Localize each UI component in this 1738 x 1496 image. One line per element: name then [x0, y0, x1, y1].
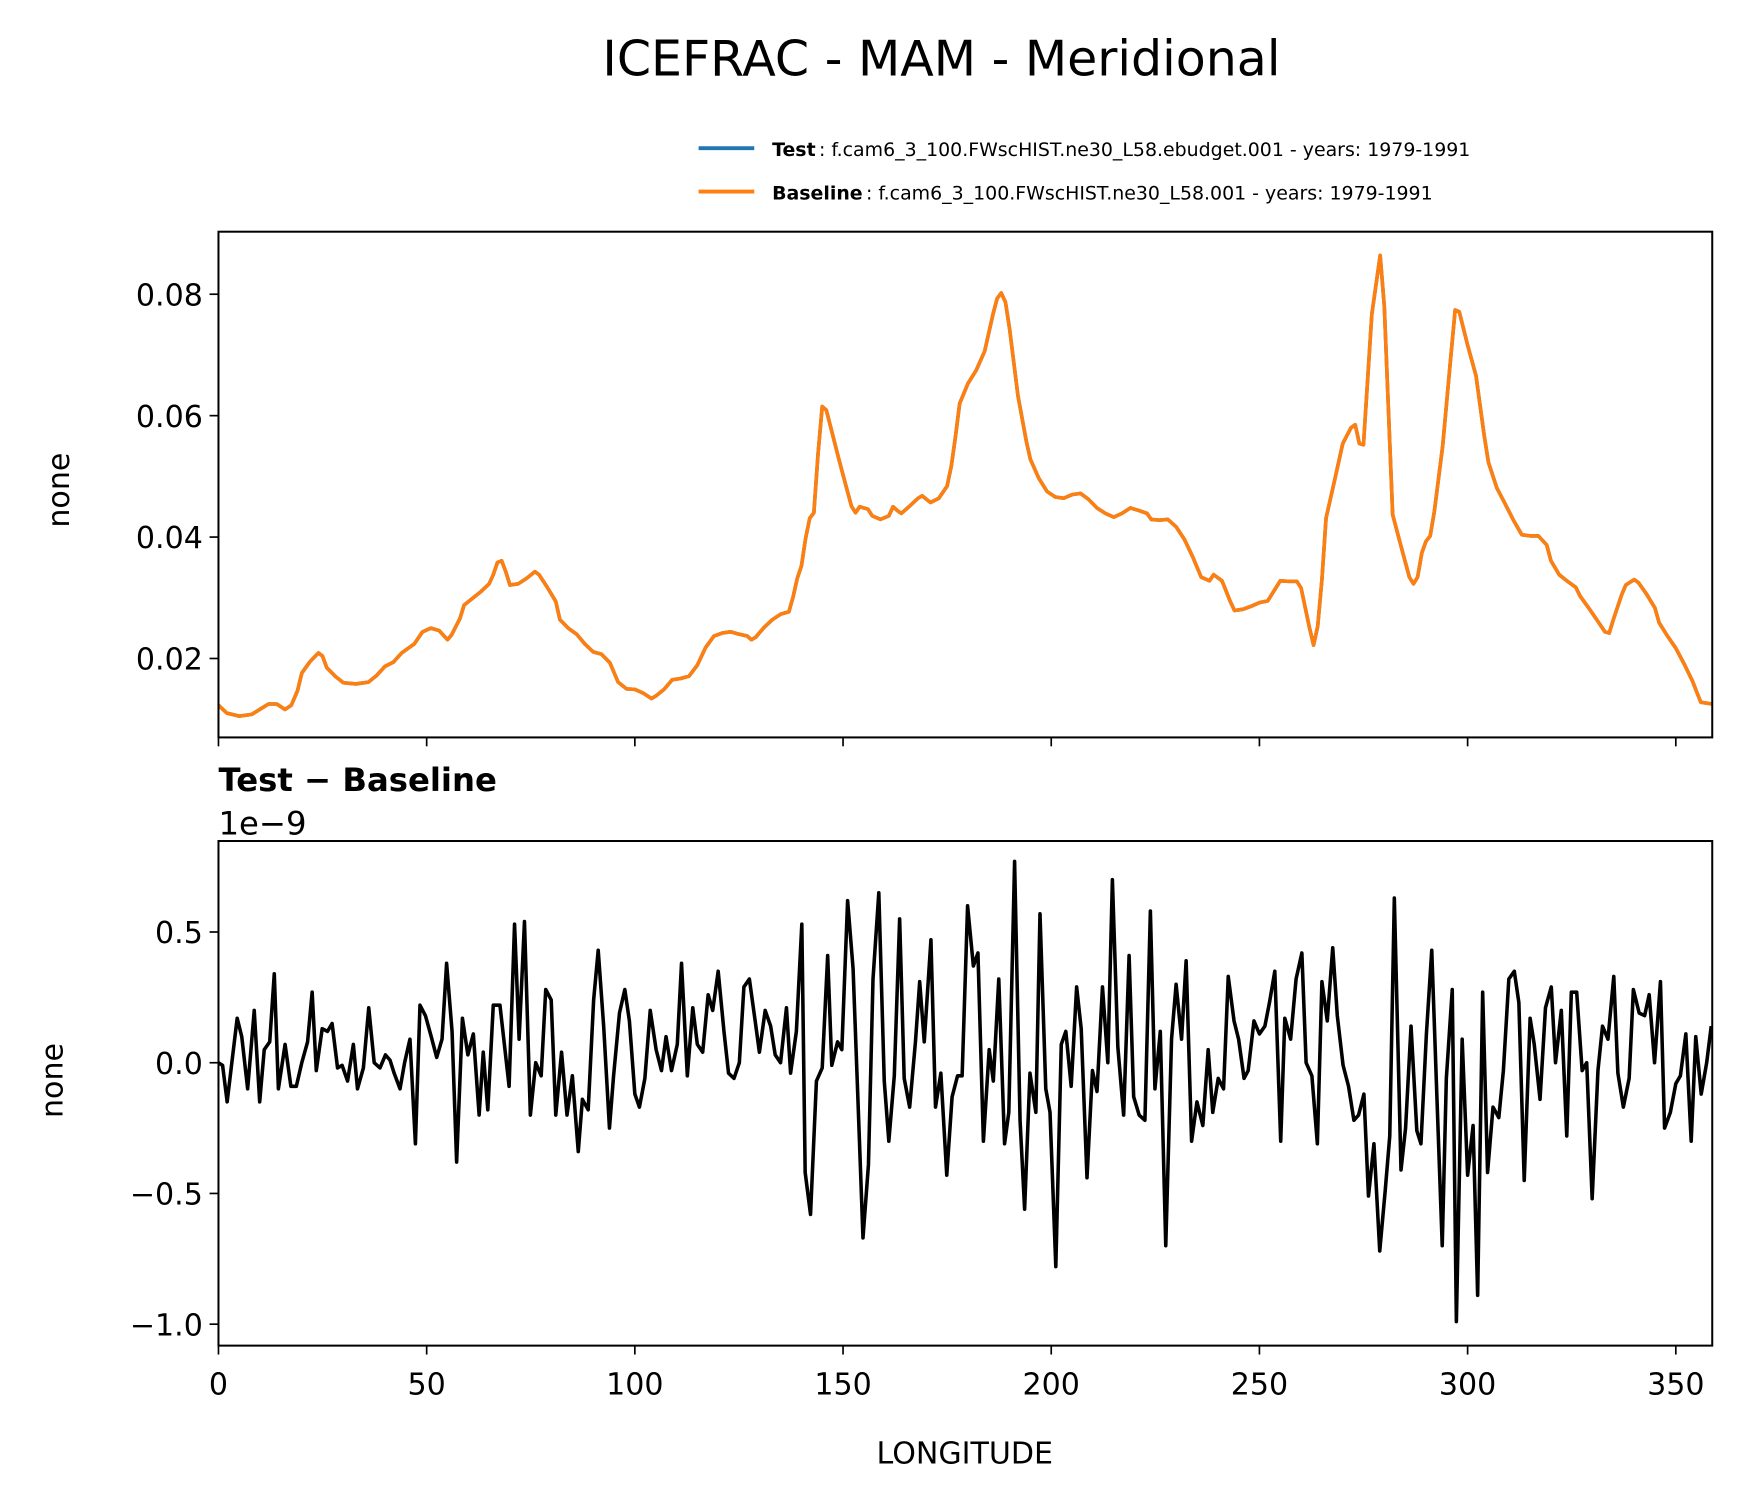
x-tick-label: 150	[814, 1368, 871, 1403]
legend-baseline-desc: : f.cam6_3_100.FWscHIST.ne30_L58.001 - y…	[866, 182, 1433, 204]
y-tick-label: −0.5	[130, 1178, 203, 1213]
xlabel: LONGITUDE	[877, 1437, 1054, 1472]
x-tick-label: 200	[1023, 1368, 1080, 1403]
x-tick-label: 350	[1647, 1368, 1704, 1403]
y-tick-label: 0.06	[136, 400, 203, 435]
x-tick-label: 100	[606, 1368, 663, 1403]
x-tick-label: 50	[408, 1368, 446, 1403]
legend-baseline-name: Baseline	[772, 182, 863, 204]
legend-test-label: Test: f.cam6_3_100.FWscHIST.ne30_L58.ebu…	[772, 139, 1470, 161]
top-panel: 0.02 0.04 0.06 0.08	[136, 230, 1714, 747]
x-tick-label: 250	[1231, 1368, 1288, 1403]
legend-baseline-label: Baseline: f.cam6_3_100.FWscHIST.ne30_L58…	[772, 182, 1433, 204]
x-tick-label: 300	[1439, 1368, 1496, 1403]
axes-frame	[217, 230, 1714, 739]
legend-test-desc: : f.cam6_3_100.FWscHIST.ne30_L58.ebudget…	[819, 139, 1470, 161]
offset-text: 1e−9	[218, 804, 306, 842]
figure-title: ICEFRAC - MAM - Meridional	[602, 31, 1280, 88]
difference-panel: 0 50 100 150 200 250 300 350 0.5 0.0 −0.5 −1.0	[130, 840, 1714, 1403]
legend: Test: f.cam6_3_100.FWscHIST.ne30_L58.ebu…	[698, 139, 1470, 204]
axes-frame	[217, 840, 1714, 1347]
y-tick-label: −1.0	[130, 1308, 203, 1343]
top-ylabel: none	[42, 453, 77, 528]
bottom-ylabel: none	[36, 1043, 71, 1118]
series-line-baseline	[218, 253, 1713, 718]
y-tick-label: 0.04	[136, 521, 203, 556]
series-line-difference	[218, 859, 1713, 1324]
difference-title: Test − Baseline	[218, 761, 496, 799]
x-tick-label: 0	[209, 1368, 228, 1403]
legend-test-name: Test	[772, 139, 816, 161]
y-tick-label: 0.0	[155, 1047, 203, 1082]
y-tick-label: 0.02	[136, 643, 203, 678]
y-tick-label: 0.08	[136, 278, 203, 313]
y-tick-label: 0.5	[155, 916, 203, 951]
